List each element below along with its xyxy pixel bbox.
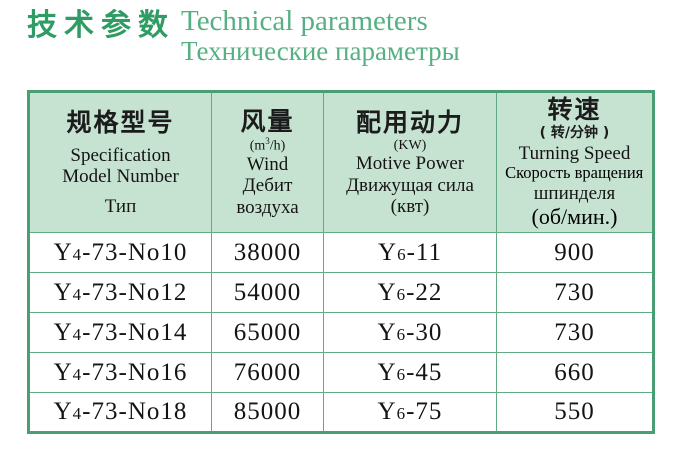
table-row: Y4-73-No16 76000 Y6-45 660	[28, 352, 654, 393]
header-model-en-line2: Model Number	[62, 165, 179, 187]
header-cell-speed: 转速 ( 转/分钟 ) Turning Speed Скорость враще…	[496, 91, 654, 233]
header-airflow-zh: 风量	[240, 107, 295, 137]
model-cell: Y4-73-No18	[28, 392, 212, 433]
model-cell: Y4-73-No14	[28, 312, 212, 353]
page-title-russian: Технические параметры	[181, 36, 460, 67]
speed-cell: 900	[496, 232, 654, 273]
page-title-translations: Technical parameters Технические парамет…	[181, 5, 460, 67]
airflow-cell: 85000	[211, 392, 324, 433]
header-model-ru: Тип	[104, 196, 137, 218]
speed-cell: 550	[496, 392, 654, 433]
header-airflow-ru-line2: воздуха	[236, 196, 299, 218]
power-cell: Y6-11	[323, 232, 497, 273]
power-cell: Y6-75	[323, 392, 497, 433]
speed-cell: 660	[496, 352, 654, 393]
header-power-unit: (KW)	[393, 137, 427, 153]
page-title-english: Technical parameters	[181, 5, 428, 37]
page-title: 技术参数 Technical parameters Технические па…	[27, 5, 460, 67]
airflow-cell: 54000	[211, 272, 324, 313]
table-row: Y4-73-No18 85000 Y6-75 550	[28, 392, 654, 433]
model-cell: Y4-73-No10	[28, 232, 212, 273]
model-cell: Y4-73-No12	[28, 272, 212, 313]
speed-cell: 730	[496, 312, 654, 353]
header-speed-ru-line2: шпинделя	[533, 182, 616, 204]
table-header: 规格型号 Specification Model Number Тип 风量 (…	[28, 91, 654, 233]
header-power-zh: 配用动力	[355, 107, 464, 137]
header-power-ru-line1: Движущая сила	[346, 174, 474, 196]
header-cell-model: 规格型号 Specification Model Number Тип	[28, 91, 212, 233]
power-cell: Y6-22	[323, 272, 497, 313]
airflow-cell: 38000	[211, 232, 324, 273]
header-row: 规格型号 Specification Model Number Тип 风量 (…	[28, 91, 654, 233]
header-speed-zh: 转速	[547, 95, 602, 125]
power-cell: Y6-45	[323, 352, 497, 393]
technical-parameters-table: 规格型号 Specification Model Number Тип 风量 (…	[27, 90, 655, 434]
header-power-en: Motive Power	[355, 153, 465, 175]
header-cell-power: 配用动力 (KW) Motive Power Движущая сила (кв…	[323, 91, 497, 233]
table-body: Y4-73-No10 38000 Y6-11 900 Y4-73-No12 54…	[28, 232, 654, 433]
header-model-zh: 规格型号	[66, 107, 175, 137]
power-cell: Y6-30	[323, 312, 497, 353]
header-speed-unit-zh: ( 转/分钟 )	[539, 125, 610, 142]
airflow-cell: 76000	[211, 352, 324, 393]
header-cell-airflow: 风量 (m3/h) Wind Дебит воздуха	[211, 91, 324, 233]
header-airflow-ru-line1: Дебит	[242, 175, 293, 197]
header-model-en-line1: Specification	[70, 144, 171, 166]
table-row: Y4-73-No10 38000 Y6-11 900	[28, 232, 654, 273]
header-airflow-en: Wind	[246, 154, 289, 176]
header-speed-ru-line1: Скорость вращения	[505, 163, 644, 183]
table-row: Y4-73-No12 54000 Y6-22 730	[28, 272, 654, 313]
header-airflow-unit: (m3/h)	[249, 136, 286, 154]
header-power-ru-line2: (квт)	[390, 195, 430, 217]
header-speed-ru-line3: (об/мин.)	[531, 204, 618, 230]
header-speed-en: Turning Speed	[518, 142, 631, 164]
table-row: Y4-73-No14 65000 Y6-30 730	[28, 312, 654, 353]
model-cell: Y4-73-No16	[28, 352, 212, 393]
speed-cell: 730	[496, 272, 654, 313]
page-title-chinese: 技术参数	[27, 8, 175, 43]
airflow-cell: 65000	[211, 312, 324, 353]
